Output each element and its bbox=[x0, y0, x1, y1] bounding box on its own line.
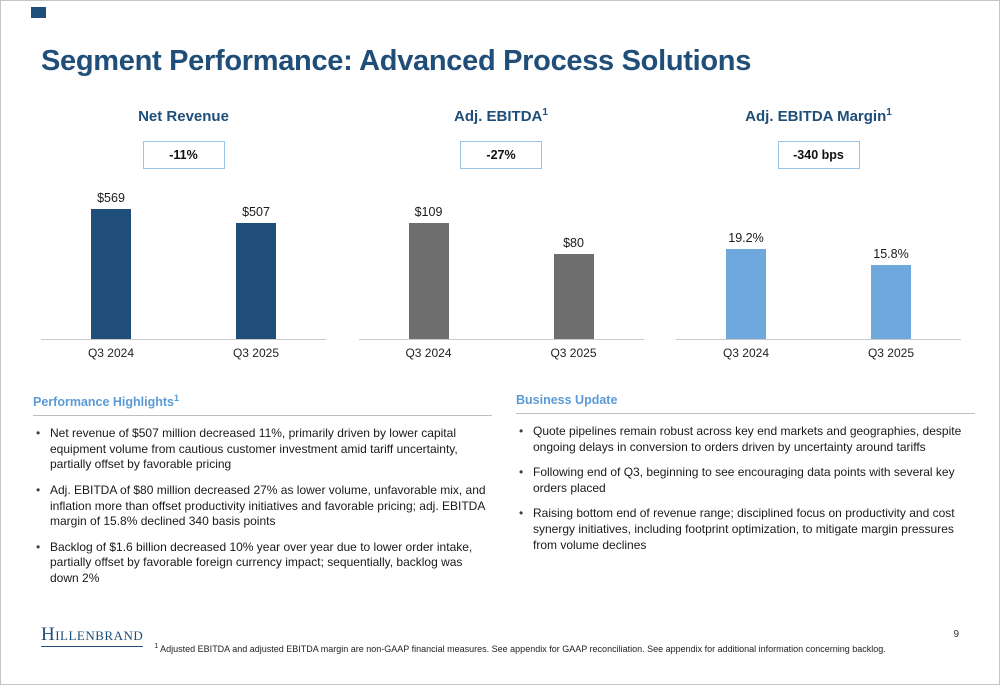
bullet-item: Raising bottom end of revenue range; dis… bbox=[516, 506, 975, 553]
change-badge: -11% bbox=[142, 141, 225, 169]
chart-title: Adj. EBITDA Margin1 bbox=[745, 107, 892, 125]
bar-value-label: 19.2% bbox=[728, 231, 764, 245]
heading-text: Business Update bbox=[516, 393, 618, 407]
footnote-text: Adjusted EBITDA and adjusted EBITDA marg… bbox=[160, 644, 886, 654]
bar bbox=[408, 223, 449, 339]
bar bbox=[553, 254, 594, 339]
heading-footnote-ref: 1 bbox=[174, 393, 180, 403]
hillenbrand-logo: Hillenbrand bbox=[41, 624, 144, 647]
bullet-item: Quote pipelines remain robust across key… bbox=[516, 424, 975, 455]
bar-group: $569 bbox=[64, 191, 159, 339]
slide-accent-square bbox=[31, 7, 46, 18]
bar bbox=[236, 223, 276, 339]
bar-group: $80 bbox=[526, 236, 621, 339]
footnote-ref: 1 bbox=[154, 643, 159, 650]
bar-group: $507 bbox=[209, 205, 304, 339]
business-update-list: Quote pipelines remain robust across key… bbox=[516, 424, 975, 553]
chart-adj-ebitda: Adj. EBITDA1 -27% $109 $80 Q3 2024 Q3 20… bbox=[358, 107, 644, 360]
bar-group: 19.2% bbox=[699, 231, 794, 339]
bar bbox=[871, 265, 911, 339]
x-axis-label: Q3 2025 bbox=[550, 346, 597, 360]
performance-highlights-heading: Performance Highlights1 bbox=[33, 393, 492, 417]
bar-value-label: $569 bbox=[97, 191, 125, 205]
bar-plot: $569 $507 bbox=[41, 178, 326, 340]
x-axis-label: Q3 2024 bbox=[87, 346, 135, 360]
page-number: 9 bbox=[953, 629, 959, 640]
bar-plot: 19.2% 15.8% bbox=[676, 178, 961, 340]
change-badge: -340 bps bbox=[777, 141, 860, 169]
bullet-item: Adj. EBITDA of $80 million decreased 27%… bbox=[33, 483, 492, 530]
bar-group: $109 bbox=[381, 205, 476, 339]
chart-title: Adj. EBITDA1 bbox=[454, 107, 548, 125]
chart-title-footnote-ref: 1 bbox=[886, 107, 892, 118]
performance-highlights-section: Performance Highlights1 Net revenue of $… bbox=[33, 393, 492, 597]
x-axis: Q3 2024 Q3 2025 bbox=[676, 346, 961, 360]
bar bbox=[726, 249, 766, 339]
x-axis: Q3 2024 Q3 2025 bbox=[359, 346, 644, 360]
bar bbox=[91, 209, 131, 339]
bullet-item: Net revenue of $507 million decreased 11… bbox=[33, 426, 492, 473]
chart-title-footnote-ref: 1 bbox=[542, 107, 548, 118]
bar-value-label: 15.8% bbox=[873, 247, 909, 261]
heading-text: Performance Highlights bbox=[33, 395, 174, 410]
bullet-item: Backlog of $1.6 billion decreased 10% ye… bbox=[33, 540, 492, 587]
change-badge: -27% bbox=[460, 141, 542, 169]
business-update-heading: Business Update bbox=[516, 393, 975, 414]
chart-adj-ebitda-margin: Adj. EBITDA Margin1 -340 bps 19.2% 15.8%… bbox=[676, 107, 961, 360]
bullet-item: Following end of Q3, beginning to see en… bbox=[516, 465, 975, 496]
bar-value-label: $80 bbox=[563, 236, 584, 250]
content-columns: Performance Highlights1 Net revenue of $… bbox=[33, 393, 975, 597]
bar-group: 15.8% bbox=[844, 247, 939, 339]
charts-row: Net Revenue -11% $569 $507 Q3 2024 Q3 20… bbox=[41, 107, 961, 360]
x-axis: Q3 2024 Q3 2025 bbox=[41, 346, 326, 360]
performance-highlights-list: Net revenue of $507 million decreased 11… bbox=[33, 426, 492, 586]
bar-value-label: $507 bbox=[242, 205, 270, 219]
chart-title-text: Adj. EBITDA bbox=[454, 108, 543, 125]
chart-title: Net Revenue bbox=[138, 107, 229, 125]
bar-plot: $109 $80 bbox=[358, 178, 644, 340]
x-axis-label: Q3 2025 bbox=[232, 346, 280, 360]
x-axis-label: Q3 2024 bbox=[405, 346, 452, 360]
x-axis-label: Q3 2024 bbox=[722, 346, 770, 360]
footnote: 1 Adjusted EBITDA and adjusted EBITDA ma… bbox=[101, 643, 939, 654]
bar-value-label: $109 bbox=[414, 205, 443, 219]
business-update-section: Business Update Quote pipelines remain r… bbox=[516, 393, 975, 597]
page-title: Segment Performance: Advanced Process So… bbox=[41, 45, 752, 77]
chart-title-text: Net Revenue bbox=[138, 108, 229, 125]
x-axis-label: Q3 2025 bbox=[867, 346, 915, 360]
chart-net-revenue: Net Revenue -11% $569 $507 Q3 2024 Q3 20… bbox=[41, 107, 326, 360]
chart-title-text: Adj. EBITDA Margin bbox=[745, 108, 887, 125]
